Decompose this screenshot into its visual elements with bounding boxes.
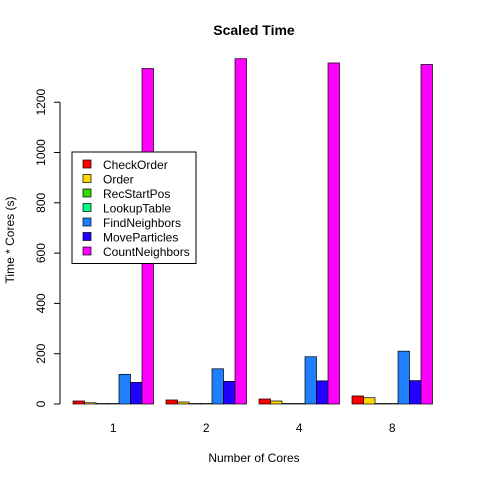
- bar: [270, 400, 283, 405]
- bar: [374, 403, 387, 405]
- legend: CheckOrderOrderRecStartPosLookupTableFin…: [71, 151, 197, 264]
- y-tick-label: 0: [34, 400, 48, 407]
- y-tick-label: 600: [34, 243, 48, 263]
- bar: [107, 403, 120, 405]
- bar: [234, 58, 247, 405]
- legend-swatch: [82, 232, 92, 241]
- y-tick-label: 1000: [34, 139, 48, 166]
- bar: [420, 64, 433, 405]
- legend-label: MoveParticles: [103, 231, 178, 245]
- y-tick-label: 1200: [34, 89, 48, 116]
- y-axis: 0 200 400 600 800 1000 1200: [34, 89, 61, 407]
- bar: [351, 395, 364, 405]
- x-tick-label: 8: [389, 421, 396, 435]
- x-tick-label: 2: [203, 421, 210, 435]
- legend-box: [71, 151, 197, 264]
- bar: [84, 402, 97, 405]
- bar: [177, 401, 190, 405]
- x-axis-label: Number of Cores: [208, 451, 299, 465]
- bar: [211, 368, 224, 405]
- bar: [293, 403, 306, 405]
- legend-label: Order: [103, 173, 134, 187]
- x-axis-ticks: 1 2 4 8: [110, 421, 396, 435]
- chart-title: Scaled Time: [213, 22, 295, 38]
- legend-swatch: [82, 188, 92, 198]
- y-tick-label: 800: [34, 192, 48, 212]
- bar: [72, 400, 85, 405]
- x-tick-label: 1: [110, 421, 117, 435]
- bar: [304, 356, 317, 405]
- legend-label: FindNeighbors: [103, 216, 181, 230]
- bar: [386, 403, 399, 405]
- legend-swatch: [82, 159, 92, 169]
- y-tick-label: 200: [34, 343, 48, 363]
- legend-swatch: [82, 217, 92, 227]
- bar: [118, 373, 131, 405]
- bar: [200, 403, 213, 405]
- bar: [258, 398, 271, 405]
- y-tick-label: 400: [34, 293, 48, 313]
- bar: [165, 399, 178, 405]
- bar: [409, 380, 422, 405]
- bar: [130, 382, 143, 405]
- legend-label: RecStartPos: [103, 187, 170, 201]
- legend-label: CheckOrder: [103, 158, 168, 172]
- legend-label: CountNeighbors: [103, 245, 190, 259]
- y-axis-label: Time * Cores (s): [3, 197, 17, 284]
- bar: [281, 403, 294, 405]
- bar: [316, 380, 329, 405]
- bar: [363, 397, 376, 405]
- legend-swatch: [82, 174, 92, 183]
- bar: [188, 403, 201, 405]
- legend-swatch: [82, 246, 92, 256]
- bar: [95, 403, 108, 405]
- bar: [397, 350, 410, 405]
- x-tick-label: 4: [296, 421, 303, 435]
- legend-swatch: [82, 203, 92, 212]
- legend-label: LookupTable: [103, 202, 171, 216]
- bar: [327, 62, 340, 405]
- bar: [223, 381, 236, 405]
